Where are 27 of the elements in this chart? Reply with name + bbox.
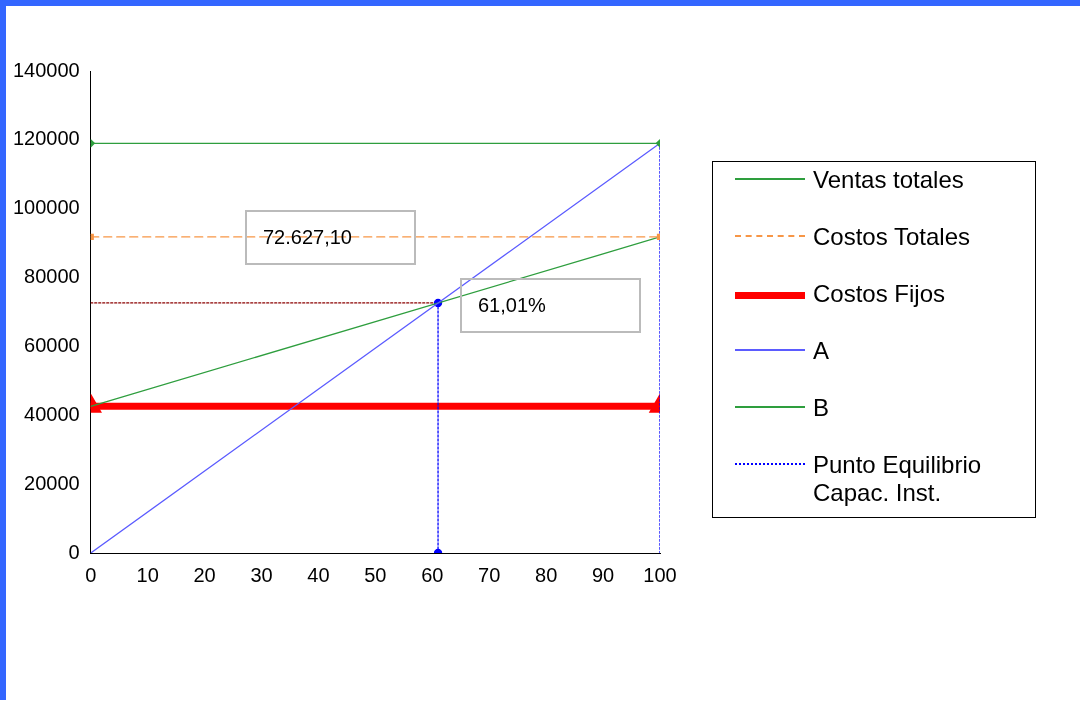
y-tick-label: 120000 [12,127,80,150]
y-tick-label: 0 [68,540,80,563]
y-tick-label: 20000 [24,471,80,494]
y-tick-label: 80000 [24,265,80,288]
legend-label: B [813,394,830,422]
x-tick-label: 0 [85,563,97,586]
legend-label: Costos Totales [813,223,971,251]
x-tick-label: 20 [193,563,216,586]
annotation: 72.627,10 [245,210,416,265]
x-tick-label: 80 [535,563,558,586]
legend-label: A [813,337,830,365]
x-tick-label: 10 [136,563,159,586]
x-tick-label: 70 [478,563,501,586]
y-tick-label: 60000 [24,333,80,356]
x-tick-label: 40 [307,563,330,586]
y-tick-label: 100000 [12,196,80,219]
annotation: 61,01% [460,278,641,333]
legend-label: Costos Fijos [813,280,947,308]
y-tick-label: 140000 [12,58,80,81]
x-tick-label: 60 [421,563,444,586]
x-tick-label: 100 [643,563,677,586]
legend-label: Ventas totales [813,166,965,194]
x-tick-label: 30 [250,563,273,586]
legend-label: Punto Equilibrio Capac. Inst. [813,451,983,507]
y-tick-label: 40000 [24,402,80,425]
x-tick-label: 90 [591,563,615,586]
x-tick-label: 50 [364,563,387,586]
